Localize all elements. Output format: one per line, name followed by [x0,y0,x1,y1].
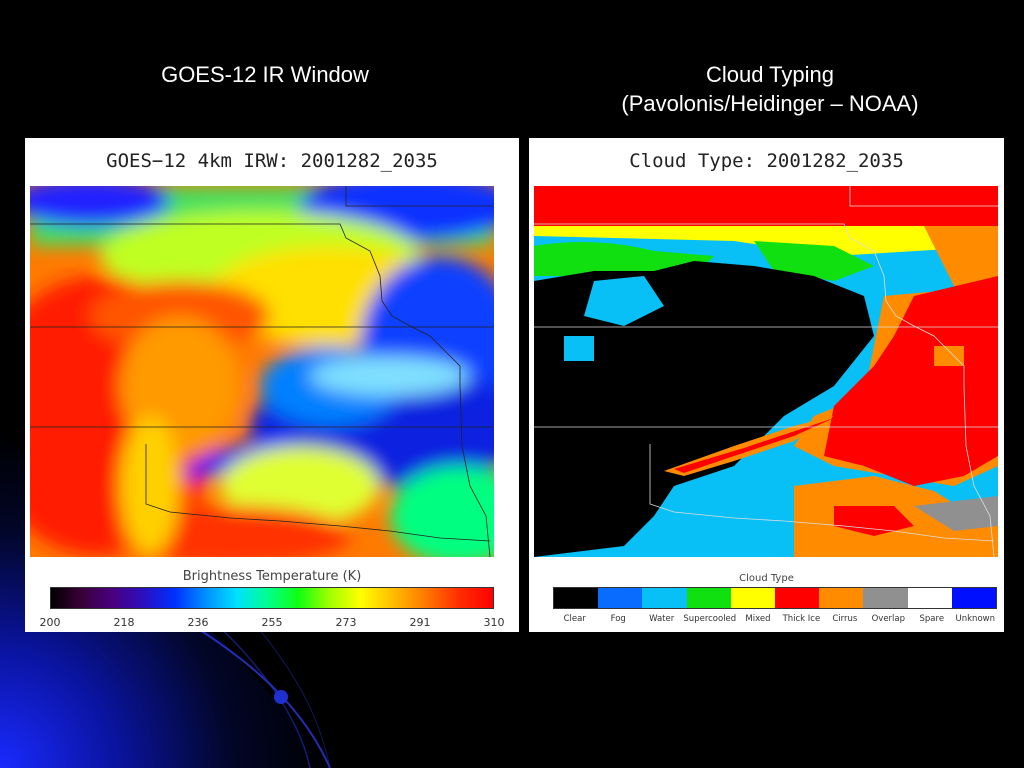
cloud-type-label: Clear [563,614,586,624]
cloud-typing-heading: Cloud Typing (Pavolonis/Heidinger – NOAA… [520,60,1020,118]
cloud-type-label: Supercooled [683,614,737,624]
cloud-type-swatch [863,588,908,608]
colorbar-tick-label: 218 [113,616,135,629]
ir-brightness-map [30,186,494,557]
colorbar-tick-label: 291 [409,616,431,629]
cloud-type-label: Fog [610,614,626,624]
cloud-type-swatches [553,587,997,609]
ir-window-panel: GOES−12 4km IRW: 2001282_2035 [25,138,519,632]
colorbar-tick-label: 255 [261,616,283,629]
cloud-type-swatch [951,588,997,608]
cloud-typing-heading-line2: (Pavolonis/Heidinger – NOAA) [621,91,919,116]
cloud-type-swatch [819,588,864,608]
cloud-type-label: Overlap [871,614,906,624]
cloud-type-swatch [642,588,687,608]
cloud-type-swatch [686,588,731,608]
cloud-type-label: Thick Ice [782,614,821,624]
cloud-type-legend-title: Cloud Type [739,573,794,584]
ir-legend-title: Brightness Temperature (K) [182,569,362,584]
ir-window-heading: GOES-12 IR Window [161,62,369,87]
cloud-type-swatch [730,588,776,608]
brightness-temperature-colorbar [50,587,494,609]
cloud-type-swatch [598,588,643,608]
cloud-type-labels: Clear Fog Water Supercooled Mixed Thick Ice Ci… [553,614,997,624]
colorbar-tick-label: 273 [335,616,357,629]
cloud-type-label: Cirrus [832,614,858,624]
cloud-type-label: Unknown [955,614,995,624]
colorbar-tick-label: 200 [39,616,61,629]
colorbar-tick-label: 310 [483,616,505,629]
cloud-type-swatch [554,588,599,608]
cloud-type-label: Mixed [745,614,771,624]
cloud-type-panel: Cloud Type: 2001282_2035 Cloud Type Clea… [529,138,1004,632]
colorbar-tick-label: 236 [187,616,209,629]
cloud-type-label: Water [649,614,675,624]
cloud-type-label: Spare [919,614,945,624]
ir-panel-title: GOES−12 4km IRW: 2001282_2035 [106,150,438,172]
cloud-type-swatch [775,588,820,608]
cloud-type-map [534,186,998,557]
cloud-type-swatch [907,588,952,608]
cloud-typing-heading-line1: Cloud Typing [705,62,834,87]
cloud-type-panel-title: Cloud Type: 2001282_2035 [629,150,904,172]
